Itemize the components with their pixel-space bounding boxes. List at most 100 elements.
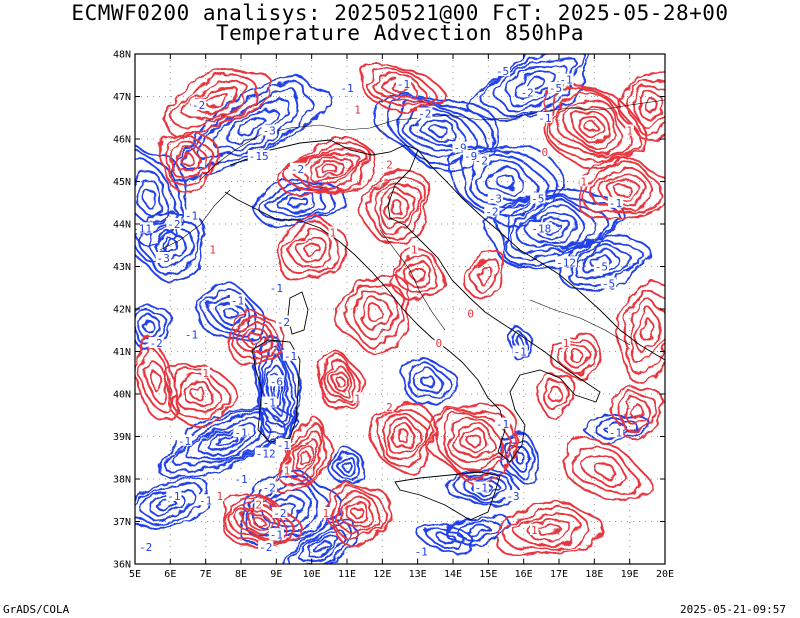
warm-advection-contour [281,220,339,274]
warm-advection-contour [290,148,368,191]
lat-tick-label: 47N [113,92,131,103]
warm-advection-contour [512,512,580,547]
warm-advection-contour [235,321,272,355]
warm-advection-contour [461,248,505,299]
contour-label: -3 [489,193,502,206]
cold-advection-contour [208,429,249,453]
cold-advection-contour [288,522,351,564]
warm-advection-contour [537,373,576,419]
warm-advection-contour [164,135,215,186]
contour-label: -1 [609,197,622,210]
inner-border-1 [159,189,231,251]
contour-label-bg [473,154,489,166]
warm-advection-contour [555,99,623,155]
contour-label-bg [268,375,284,387]
warm-advection-contour [321,163,337,174]
contour-label-bg [484,205,500,217]
warm-advection-contour [495,499,604,557]
warm-advection-contour [571,445,642,494]
sicily-coastline [394,471,501,521]
warm-advection-contour [634,306,661,352]
cold-advection-contour [164,408,288,473]
contour-label: 1 [580,176,587,189]
warm-advection-contour [563,106,616,151]
warm-advection-contour [617,71,665,142]
contour-label: -5 [595,261,608,274]
contour-label: -1 [178,435,191,448]
warm-advection-contour [443,411,512,472]
warm-advection-contour [230,315,279,360]
cold-advection-contour [499,432,540,486]
cold-advection-contour [594,418,639,439]
contour-label-bg [385,400,394,412]
warm-advection-contour [546,87,642,163]
warm-advection-contour [592,462,617,480]
contour-label-bg [529,524,539,535]
warm-advection-contour [643,96,658,113]
contour-label: 2 [255,499,262,512]
cold-advection-contour [135,179,163,219]
contour-label: -1 [538,112,551,125]
contour-label: 1 [531,524,538,537]
warm-advection-contour [424,403,519,486]
contour-label-bg [417,107,433,119]
contour-label: -3 [263,125,276,138]
contour-label: -15 [249,150,269,163]
cold-advection-contour [138,218,201,277]
contour-label: -18 [531,222,551,235]
warm-advection-contour [350,507,364,520]
contour-label: -1 [277,439,290,452]
lon-tick-label: 13E [409,569,427,580]
contour-field [135,54,665,564]
contour-label-bg [494,65,511,76]
warm-advection-contour [389,199,403,214]
contour-label-bg [233,426,249,438]
cold-advection-contour [181,80,314,170]
contour-label-bg [385,158,394,170]
contour-label-bg [275,439,291,450]
warm-advection-contour [335,375,345,388]
lat-tick-label: 43N [113,262,131,273]
contour-label: 1 [284,465,291,478]
contour-label: -2 [485,205,498,218]
contour-label-bg [600,277,617,289]
lat-tick-label: 44N [113,220,131,231]
contour-label-bg [395,77,412,89]
lon-tick-label: 10E [303,569,321,580]
coastlines-and-borders [159,99,665,521]
cold-advection-contour [135,144,188,262]
contour-label-bg [530,222,553,234]
warm-advection-contour [334,490,381,534]
warm-advection-contour [309,155,354,184]
contour-label-bg [183,209,200,221]
inner-border-2 [379,229,446,331]
contour-label: -3 [157,252,170,265]
contour-label: 1 [626,125,633,138]
warm-advection-contour [596,173,647,207]
contour-label-bg [198,494,214,506]
contour-label: -1 [263,397,276,410]
warm-advection-contour [372,72,428,103]
contour-label: 1 [563,337,570,350]
warm-advection-contour [333,274,409,355]
cold-advection-contour [135,168,170,226]
contour-label-bg [272,507,288,518]
contour-label-bg [530,192,546,204]
contour-label-bg [463,150,479,161]
contour-label: 1 [411,244,418,257]
warm-advection-contour [502,505,589,551]
warm-advection-contour [344,502,369,525]
contour-label-bg [229,294,246,306]
contour-label-bg [148,337,164,348]
contour-label-bg [201,366,210,378]
warm-advection-contour [549,332,602,380]
warm-advection-contour [617,390,658,434]
contour-label-bg [540,145,550,157]
warm-advection-contour [338,496,375,528]
warm-advection-contour [295,445,316,471]
lat-tick-label: 36N [113,560,131,571]
warm-advection-contour [183,379,214,408]
contour-label: -1 [185,329,198,342]
warm-advection-contour [469,258,500,293]
contour-label: -1 [231,295,244,308]
